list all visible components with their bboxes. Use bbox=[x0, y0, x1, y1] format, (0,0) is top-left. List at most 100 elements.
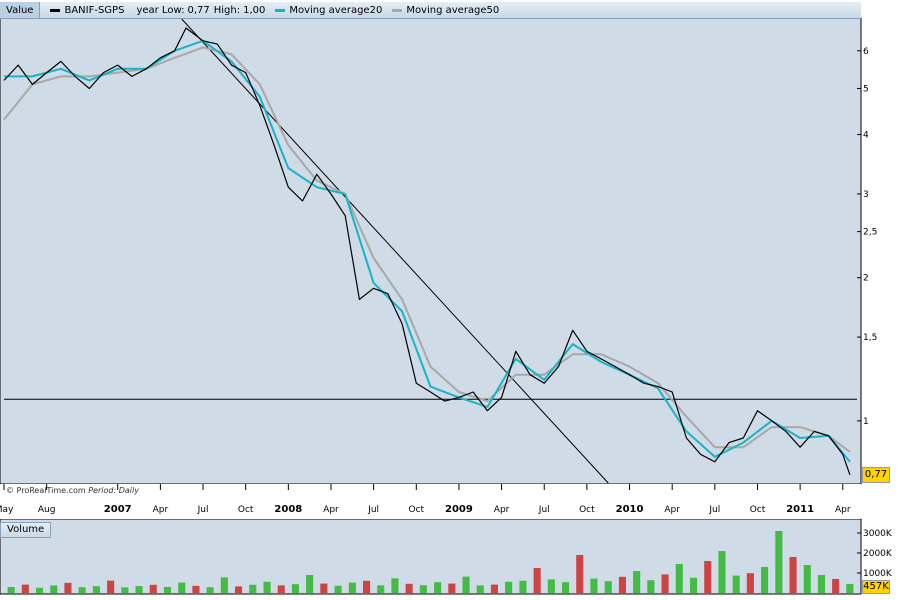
volume-bar bbox=[405, 583, 413, 593]
volume-bar bbox=[789, 557, 797, 593]
volume-plot-area bbox=[0, 518, 862, 595]
period-value: Daily bbox=[118, 486, 139, 495]
copyright-note: © ProRealTime.com Period: Daily bbox=[6, 486, 139, 495]
legend-ma50-label: Moving average50 bbox=[406, 4, 500, 16]
price-swatch-icon bbox=[50, 8, 61, 12]
volume-tick-label: 3000K bbox=[863, 529, 893, 539]
x-tick-label: 2007 bbox=[104, 504, 132, 515]
volume-bar bbox=[263, 581, 271, 593]
x-tick-label: Jul bbox=[367, 505, 379, 515]
y-tick-label: 2 bbox=[863, 274, 869, 284]
y-tick-label: 3 bbox=[863, 190, 869, 200]
trendline bbox=[181, 18, 609, 484]
legend-year-low: 0,77 bbox=[187, 4, 210, 16]
legend-value-label: Value bbox=[0, 2, 41, 18]
ma20-swatch-icon bbox=[275, 8, 286, 12]
volume-bar bbox=[50, 585, 58, 593]
volume-bar bbox=[178, 582, 186, 593]
x-tick-label: Oct bbox=[409, 505, 425, 515]
legend-ma20-label: Moving average20 bbox=[289, 4, 383, 16]
volume-bar bbox=[107, 580, 115, 593]
x-tick-label: Apr bbox=[494, 505, 510, 515]
volume-bar bbox=[476, 585, 484, 593]
volume-bar bbox=[277, 585, 285, 593]
x-tick-label: Apr bbox=[664, 505, 680, 515]
x-tick-label: Aug bbox=[38, 505, 56, 515]
volume-bar bbox=[490, 584, 498, 593]
legend-series-name: BANIF-SGPS bbox=[64, 4, 125, 16]
x-tick-label: Apr bbox=[835, 505, 851, 515]
volume-bar bbox=[448, 583, 456, 593]
x-tick-label: Apr bbox=[323, 505, 339, 515]
volume-tick-label: 1000K bbox=[863, 569, 893, 579]
volume-bar bbox=[846, 583, 854, 593]
volume-bar bbox=[434, 582, 442, 593]
ma50-swatch-icon bbox=[392, 8, 403, 12]
x-tick-label: 2010 bbox=[616, 504, 644, 515]
x-tick-label: 2009 bbox=[445, 504, 473, 515]
volume-bar bbox=[618, 576, 626, 593]
volume-bar bbox=[817, 575, 825, 593]
volume-bar bbox=[633, 571, 641, 593]
volume-bar bbox=[7, 587, 15, 593]
volume-bar bbox=[206, 587, 214, 593]
x-tick-label: 2008 bbox=[274, 504, 302, 515]
volume-bar bbox=[135, 586, 143, 593]
price-plot-area bbox=[0, 17, 862, 485]
volume-bar bbox=[320, 583, 328, 593]
volume-bar bbox=[92, 586, 100, 593]
x-tick-label: Oct bbox=[750, 505, 766, 515]
y-tick-label: 1 bbox=[863, 417, 869, 427]
volume-bar bbox=[675, 564, 683, 593]
legend-item-price: BANIF-SGPS bbox=[50, 5, 124, 16]
x-tick-label: Oct bbox=[579, 505, 595, 515]
volume-bar bbox=[306, 575, 314, 593]
volume-bar bbox=[291, 584, 299, 593]
volume-bar bbox=[505, 581, 513, 593]
volume-bar bbox=[462, 576, 470, 593]
price-series-line bbox=[3, 27, 851, 475]
volume-bar bbox=[121, 587, 129, 593]
volume-bar bbox=[78, 587, 86, 593]
volume-bar bbox=[562, 582, 570, 593]
volume-bar bbox=[249, 584, 257, 593]
volume-bar bbox=[519, 580, 527, 593]
x-tick-label: Jul bbox=[708, 505, 720, 515]
legend-year-high: 1,00 bbox=[243, 4, 266, 16]
y-tick-label: 4 bbox=[863, 131, 869, 141]
chart-legend: Value BANIF-SGPS year Low: 0,77 High: 1,… bbox=[0, 2, 861, 19]
x-tick-label: May bbox=[0, 505, 14, 515]
volume-bar bbox=[690, 577, 698, 593]
volume-bar bbox=[661, 574, 669, 593]
volume-bar bbox=[576, 555, 584, 593]
volume-bar bbox=[732, 575, 740, 593]
volume-bar bbox=[149, 584, 157, 593]
volume-bar bbox=[547, 579, 555, 593]
volume-bar bbox=[391, 578, 399, 593]
legend-year-high-label: High: bbox=[213, 4, 241, 16]
x-tick-label: Jul bbox=[197, 505, 209, 515]
last-price-badge: 0,77 bbox=[862, 467, 890, 483]
volume-bar bbox=[761, 567, 769, 593]
volume-bar bbox=[533, 568, 541, 593]
volume-bar bbox=[604, 581, 612, 593]
volume-bar bbox=[377, 585, 385, 593]
last-volume-badge: 457K bbox=[862, 580, 890, 594]
volume-bar bbox=[704, 561, 712, 593]
volume-bar bbox=[803, 565, 811, 593]
x-axis-band bbox=[0, 484, 861, 519]
volume-bar bbox=[419, 585, 427, 593]
volume-bar bbox=[334, 585, 342, 593]
y-tick-label: 1,5 bbox=[863, 333, 877, 343]
volume-bar bbox=[348, 582, 356, 593]
volume-bar bbox=[163, 587, 171, 593]
legend-item-ma20: Moving average20 bbox=[275, 5, 382, 16]
y-tick-label: 6 bbox=[863, 47, 869, 57]
volume-bar bbox=[746, 573, 754, 593]
y-tick-label: 2,5 bbox=[863, 228, 877, 238]
x-tick-label: Oct bbox=[238, 505, 254, 515]
legend-item-ma50: Moving average50 bbox=[392, 5, 499, 16]
volume-bar bbox=[775, 531, 783, 593]
legend-year-low-label: year Low: bbox=[136, 4, 185, 16]
